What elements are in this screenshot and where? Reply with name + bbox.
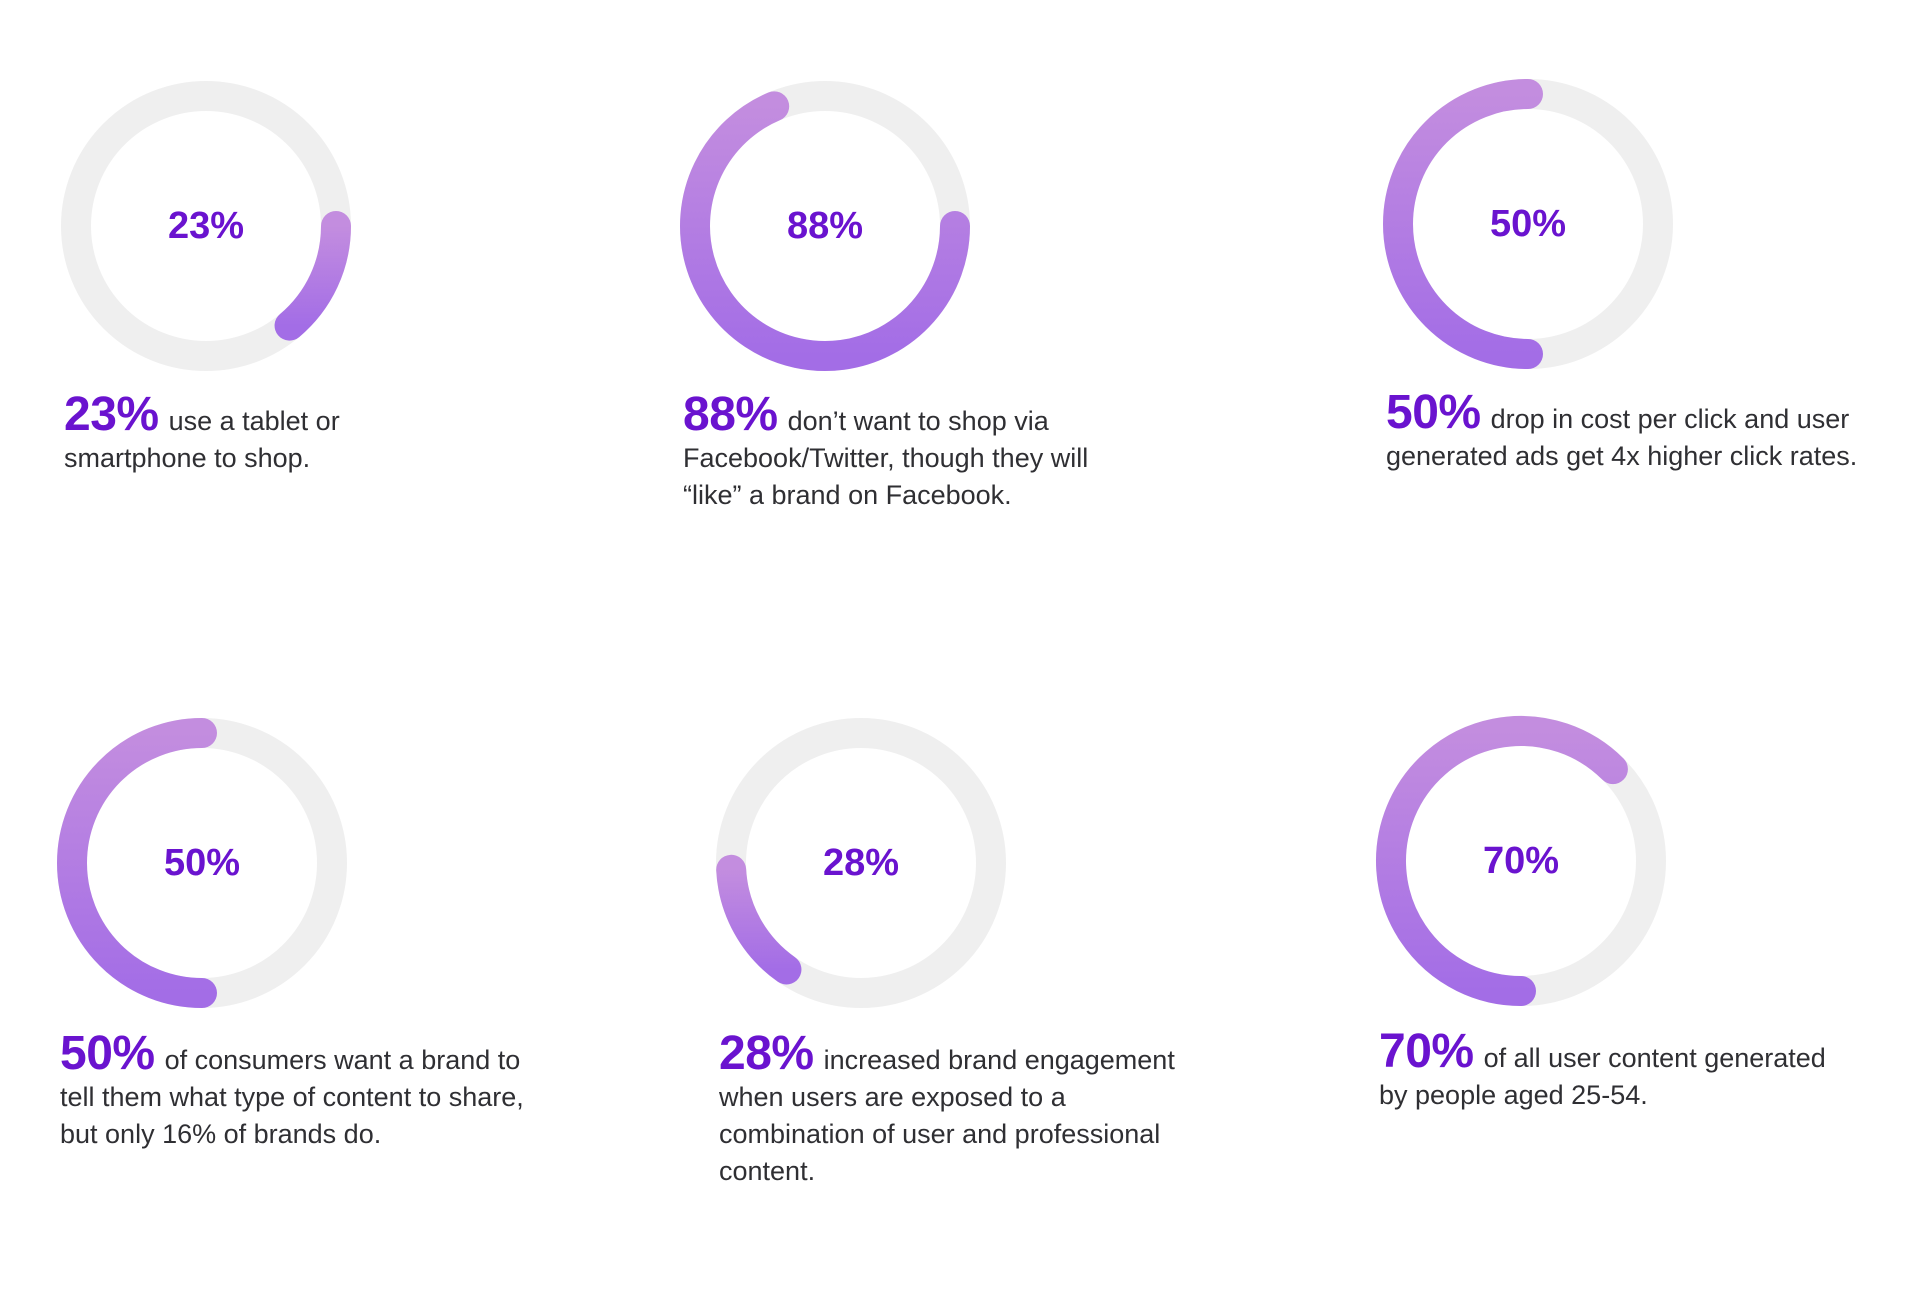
donut-value-label-2: 88%: [786, 205, 864, 247]
donut-chart-2: 88%: [675, 76, 975, 376]
donut-value-label-4: 50%: [163, 842, 241, 884]
stat-headline-3: 50%: [1386, 386, 1481, 439]
stat-caption-1: 23% use a tablet or smartphone to shop.: [64, 391, 444, 477]
donut-value-label-1: 23%: [167, 205, 245, 247]
stat-text-6: of all user content generated by people …: [1379, 1043, 1826, 1110]
donut-arc-1: [274, 211, 351, 341]
donut-svg-3: [1383, 79, 1673, 369]
stat-text-2: don’t want to shop via Facebook/Twitter,…: [683, 406, 1089, 510]
stat-headline-6: 70%: [1379, 1025, 1474, 1078]
stat-text-1: use a tablet or smartphone to shop.: [64, 406, 340, 473]
donut-svg-6: [1376, 716, 1666, 1006]
stat-text-4: of consumers want a brand to tell them w…: [60, 1045, 524, 1149]
donut-chart-6: 70%: [1371, 711, 1671, 1011]
donut-arc-3: [1383, 79, 1543, 369]
donut-svg-2: [680, 81, 970, 371]
donut-svg-5: [716, 718, 1006, 1008]
donut-svg-1: [61, 81, 351, 371]
donut-value-label-3: 50%: [1489, 203, 1567, 245]
stat-headline-1: 23%: [64, 388, 159, 441]
stat-caption-3: 50% drop in cost per click and user gener…: [1386, 389, 1886, 475]
donut-svg-4: [57, 718, 347, 1008]
stat-text-3: drop in cost per click and user generate…: [1386, 404, 1858, 471]
stat-caption-6: 70% of all user content generated by peop…: [1379, 1028, 1859, 1114]
stat-caption-4: 50% of consumers want a brand to tell the…: [60, 1030, 550, 1153]
stat-headline-4: 50%: [60, 1027, 155, 1080]
donut-arc-5: [716, 854, 802, 985]
stat-headline-5: 28%: [719, 1027, 814, 1080]
stat-caption-2: 88% don’t want to shop via Facebook/Twitt…: [683, 391, 1123, 514]
donut-chart-5: 28%: [711, 713, 1011, 1013]
stat-text-5: increased brand engagement when users ar…: [719, 1045, 1175, 1186]
donut-value-label-5: 28%: [822, 842, 900, 884]
donut-arc-2: [680, 91, 970, 371]
donut-chart-3: 50%: [1378, 74, 1678, 374]
donut-arc-4: [57, 718, 217, 1008]
donut-chart-4: 50%: [52, 713, 352, 1013]
donut-chart-1: 23%: [56, 76, 356, 376]
stat-headline-2: 88%: [683, 388, 778, 441]
stat-caption-5: 28% increased brand engagement when users…: [719, 1030, 1199, 1190]
donut-arc-6: [1376, 716, 1628, 1006]
donut-value-label-6: 70%: [1482, 840, 1560, 882]
